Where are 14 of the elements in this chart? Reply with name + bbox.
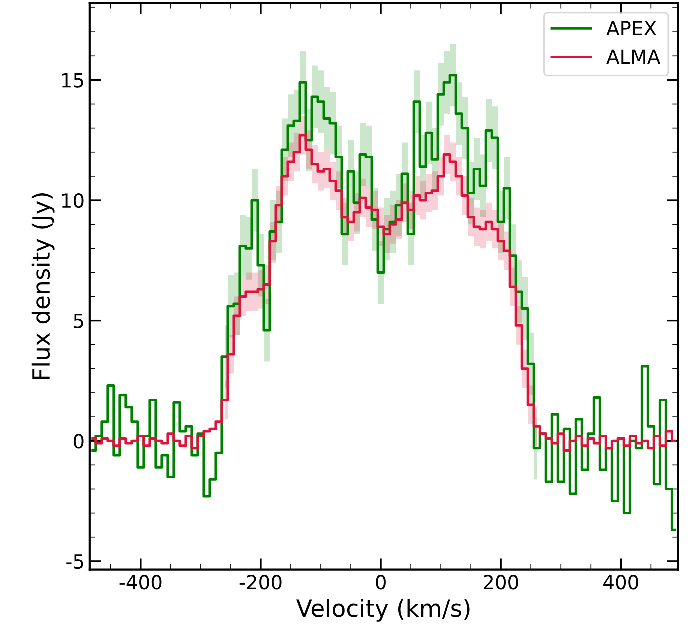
x-tick-label: -400 <box>120 575 162 590</box>
y-tick-label: 15 <box>62 73 84 88</box>
y-axis-title: Flux density (Jy) <box>32 194 55 380</box>
x-tick-label: 400 <box>604 575 638 590</box>
x-tick-label: 0 <box>376 575 386 590</box>
y-tick-label: -5 <box>66 554 84 570</box>
y-tick-label: 0 <box>74 434 84 449</box>
legend-label: ALMA <box>606 50 661 64</box>
legend-label: APEX <box>606 21 656 36</box>
y-tick-label: 10 <box>62 193 84 208</box>
x-axis-title: Velocity (km/s) <box>296 599 470 622</box>
y-tick-label: 5 <box>74 314 84 328</box>
x-tick-label: -200 <box>240 575 282 590</box>
x-tick-label: 200 <box>484 575 518 590</box>
